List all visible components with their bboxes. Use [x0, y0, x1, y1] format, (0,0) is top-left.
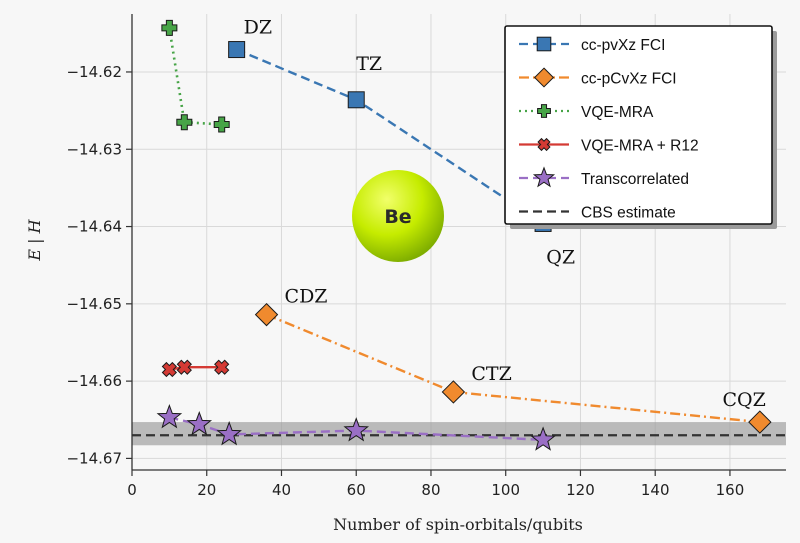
- series-cc-pcvxz-fci: CDZ CTZ CQZ: [254, 286, 772, 434]
- atom-illustration: Be: [352, 170, 444, 262]
- x-tick-label: 0: [127, 481, 137, 499]
- data-point: [213, 116, 230, 133]
- legend-label: Transcorrelated: [581, 171, 689, 188]
- legend-marker: [532, 166, 556, 188]
- data-point: [530, 426, 556, 451]
- series-line: [168, 27, 222, 126]
- legend-marker: [537, 104, 551, 118]
- x-tick-label: 120: [566, 481, 595, 499]
- point-label: CQZ: [723, 389, 766, 411]
- point-label: QZ: [546, 246, 575, 268]
- data-point: [186, 410, 213, 436]
- x-tick-label: 20: [197, 481, 216, 499]
- be-atom-sphere: [352, 170, 444, 262]
- data-point: [176, 114, 193, 131]
- data-point: [441, 380, 466, 404]
- legend-label: VQE-MRA + R12: [581, 138, 699, 155]
- data-point: [161, 361, 178, 378]
- point-label: TZ: [356, 53, 382, 75]
- x-tick-label: 100: [491, 481, 520, 499]
- series: DZ TZ QZ CDZ CTZ CQZ: [156, 17, 772, 451]
- data-point: [216, 421, 242, 446]
- cbs-uncertainty-band: [132, 422, 786, 446]
- y-tick-label: −14.67: [66, 449, 122, 467]
- series-vqe-mra: [161, 19, 230, 133]
- point-label: DZ: [244, 17, 272, 39]
- y-tick-label: −14.66: [66, 372, 122, 390]
- y-axis-title: E | H: [25, 218, 44, 261]
- axes: 0 20 40 60 80 100 120 140 160 −14.62 −14.63 −14.64 −…: [66, 14, 786, 499]
- data-point: [228, 41, 246, 59]
- y-tick-label: −14.63: [66, 140, 122, 158]
- x-tick-label: 40: [272, 481, 291, 499]
- legend-marker: [533, 67, 555, 88]
- legend-marker: [537, 137, 551, 152]
- y-tick-label: −14.64: [66, 218, 122, 236]
- data-point: [748, 410, 772, 434]
- data-point: [161, 19, 178, 36]
- series-vqe-mra-r12: [161, 359, 230, 378]
- data-point: [254, 302, 279, 327]
- series-transcorrelated: [156, 404, 556, 451]
- x-tick-label: 80: [421, 481, 440, 499]
- point-label: CDZ: [285, 286, 328, 308]
- x-tick-label: 140: [641, 481, 670, 499]
- x-tick-label: 160: [716, 481, 745, 499]
- data-point: [156, 404, 183, 429]
- x-tick-label: 60: [347, 481, 366, 499]
- legend-label: cc-pCvXz FCI: [581, 71, 677, 88]
- point-label: CTZ: [471, 363, 511, 385]
- legend-marker: [536, 36, 552, 52]
- y-tick-label: −14.62: [66, 63, 122, 81]
- data-point: [347, 91, 365, 109]
- legend-box: [504, 25, 773, 225]
- atom-label: Be: [384, 206, 411, 228]
- data-point: [343, 417, 370, 442]
- legend-label: CBS estimate: [581, 205, 676, 222]
- legend-label: cc-pvXz FCI: [581, 37, 665, 54]
- data-point: [176, 359, 192, 375]
- legend: cc-pvXz FCI cc-pCvXz FCI VQE-MRA VQE-MRA + …: [504, 25, 777, 229]
- x-axis-title: Number of spin-orbitals/qubits: [333, 515, 583, 534]
- y-tick-label: −14.65: [66, 295, 122, 313]
- data-point: [214, 359, 230, 375]
- legend-label: VQE-MRA: [581, 104, 654, 121]
- cbs-band: [132, 422, 786, 446]
